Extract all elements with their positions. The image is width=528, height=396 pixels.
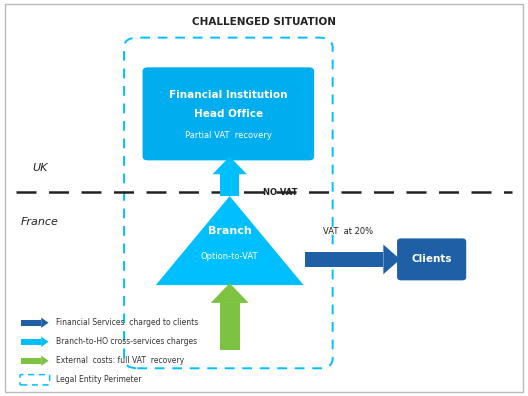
Text: NO VAT: NO VAT	[263, 188, 297, 197]
Polygon shape	[21, 320, 41, 326]
Polygon shape	[21, 358, 41, 364]
Text: External  costs: full VAT  recovery: External costs: full VAT recovery	[56, 356, 185, 365]
Polygon shape	[212, 156, 247, 174]
Polygon shape	[156, 196, 304, 285]
Text: Option-to-VAT: Option-to-VAT	[201, 252, 258, 261]
Text: Branch: Branch	[208, 226, 251, 236]
Text: Financial Institution: Financial Institution	[169, 90, 288, 100]
Polygon shape	[383, 245, 400, 274]
Text: France: France	[21, 217, 59, 227]
Text: Branch-to-HO cross-services charges: Branch-to-HO cross-services charges	[56, 337, 197, 346]
Polygon shape	[220, 303, 240, 350]
Text: VAT  at 20%: VAT at 20%	[324, 227, 373, 236]
Polygon shape	[211, 283, 249, 303]
Text: CHALLENGED SITUATION: CHALLENGED SITUATION	[192, 17, 336, 27]
Polygon shape	[221, 174, 239, 196]
Text: Financial Services  charged to clients: Financial Services charged to clients	[56, 318, 199, 327]
Text: Head Office: Head Office	[194, 109, 263, 119]
Polygon shape	[41, 356, 49, 366]
FancyBboxPatch shape	[397, 238, 466, 280]
Polygon shape	[41, 318, 49, 328]
FancyBboxPatch shape	[5, 4, 523, 392]
Text: Partial VAT  recovery: Partial VAT recovery	[185, 131, 272, 141]
Polygon shape	[21, 339, 41, 345]
Text: Clients: Clients	[411, 254, 452, 265]
Text: UK: UK	[32, 163, 48, 173]
Polygon shape	[305, 252, 383, 267]
Text: Legal Entity Perimeter: Legal Entity Perimeter	[56, 375, 142, 384]
FancyBboxPatch shape	[143, 67, 314, 160]
Polygon shape	[41, 337, 49, 347]
